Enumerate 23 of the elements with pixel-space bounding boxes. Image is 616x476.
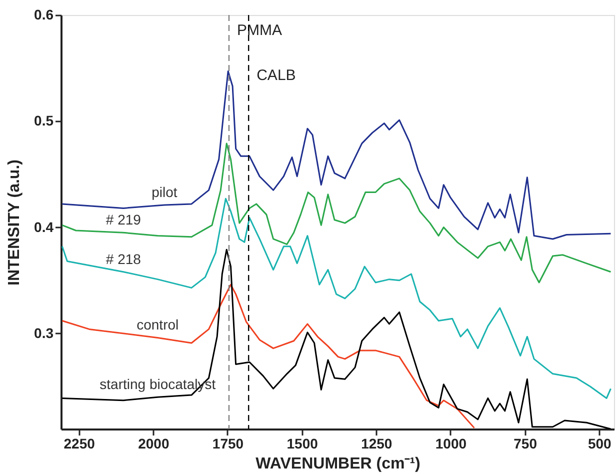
x-tick-label: 500 xyxy=(588,436,612,452)
line-series xyxy=(61,142,612,284)
x-tick-label: 750 xyxy=(514,436,538,452)
series-label: # 219 xyxy=(106,212,142,228)
x-axis-title: WAVENUMBER (cm⁻¹) xyxy=(256,456,420,472)
x-tick-label: 2250 xyxy=(64,436,96,452)
y-axis-title: INTENSITY (a.u.) xyxy=(6,160,24,286)
series-label: control xyxy=(136,316,179,333)
series-label: pilot xyxy=(152,184,178,200)
y-tick-label: 0.5 xyxy=(34,112,54,129)
x-tick-label: 1750 xyxy=(212,436,244,452)
y-tick-label: 0.3 xyxy=(34,324,54,341)
x-tick-label: 1250 xyxy=(361,436,392,452)
line-series xyxy=(61,70,612,240)
series-label: # 218 xyxy=(106,250,142,267)
x-tick-label: 2000 xyxy=(138,436,170,452)
y-tick-label: 0.4 xyxy=(34,218,54,235)
x-tick-label: 1500 xyxy=(286,436,318,452)
line-series xyxy=(61,284,476,429)
ref-line-label: PMMA xyxy=(236,22,282,39)
y-tick-label: 0.6 xyxy=(34,6,54,22)
ref-line-label: CALB xyxy=(256,67,296,84)
x-tick-label: 1000 xyxy=(435,436,467,452)
